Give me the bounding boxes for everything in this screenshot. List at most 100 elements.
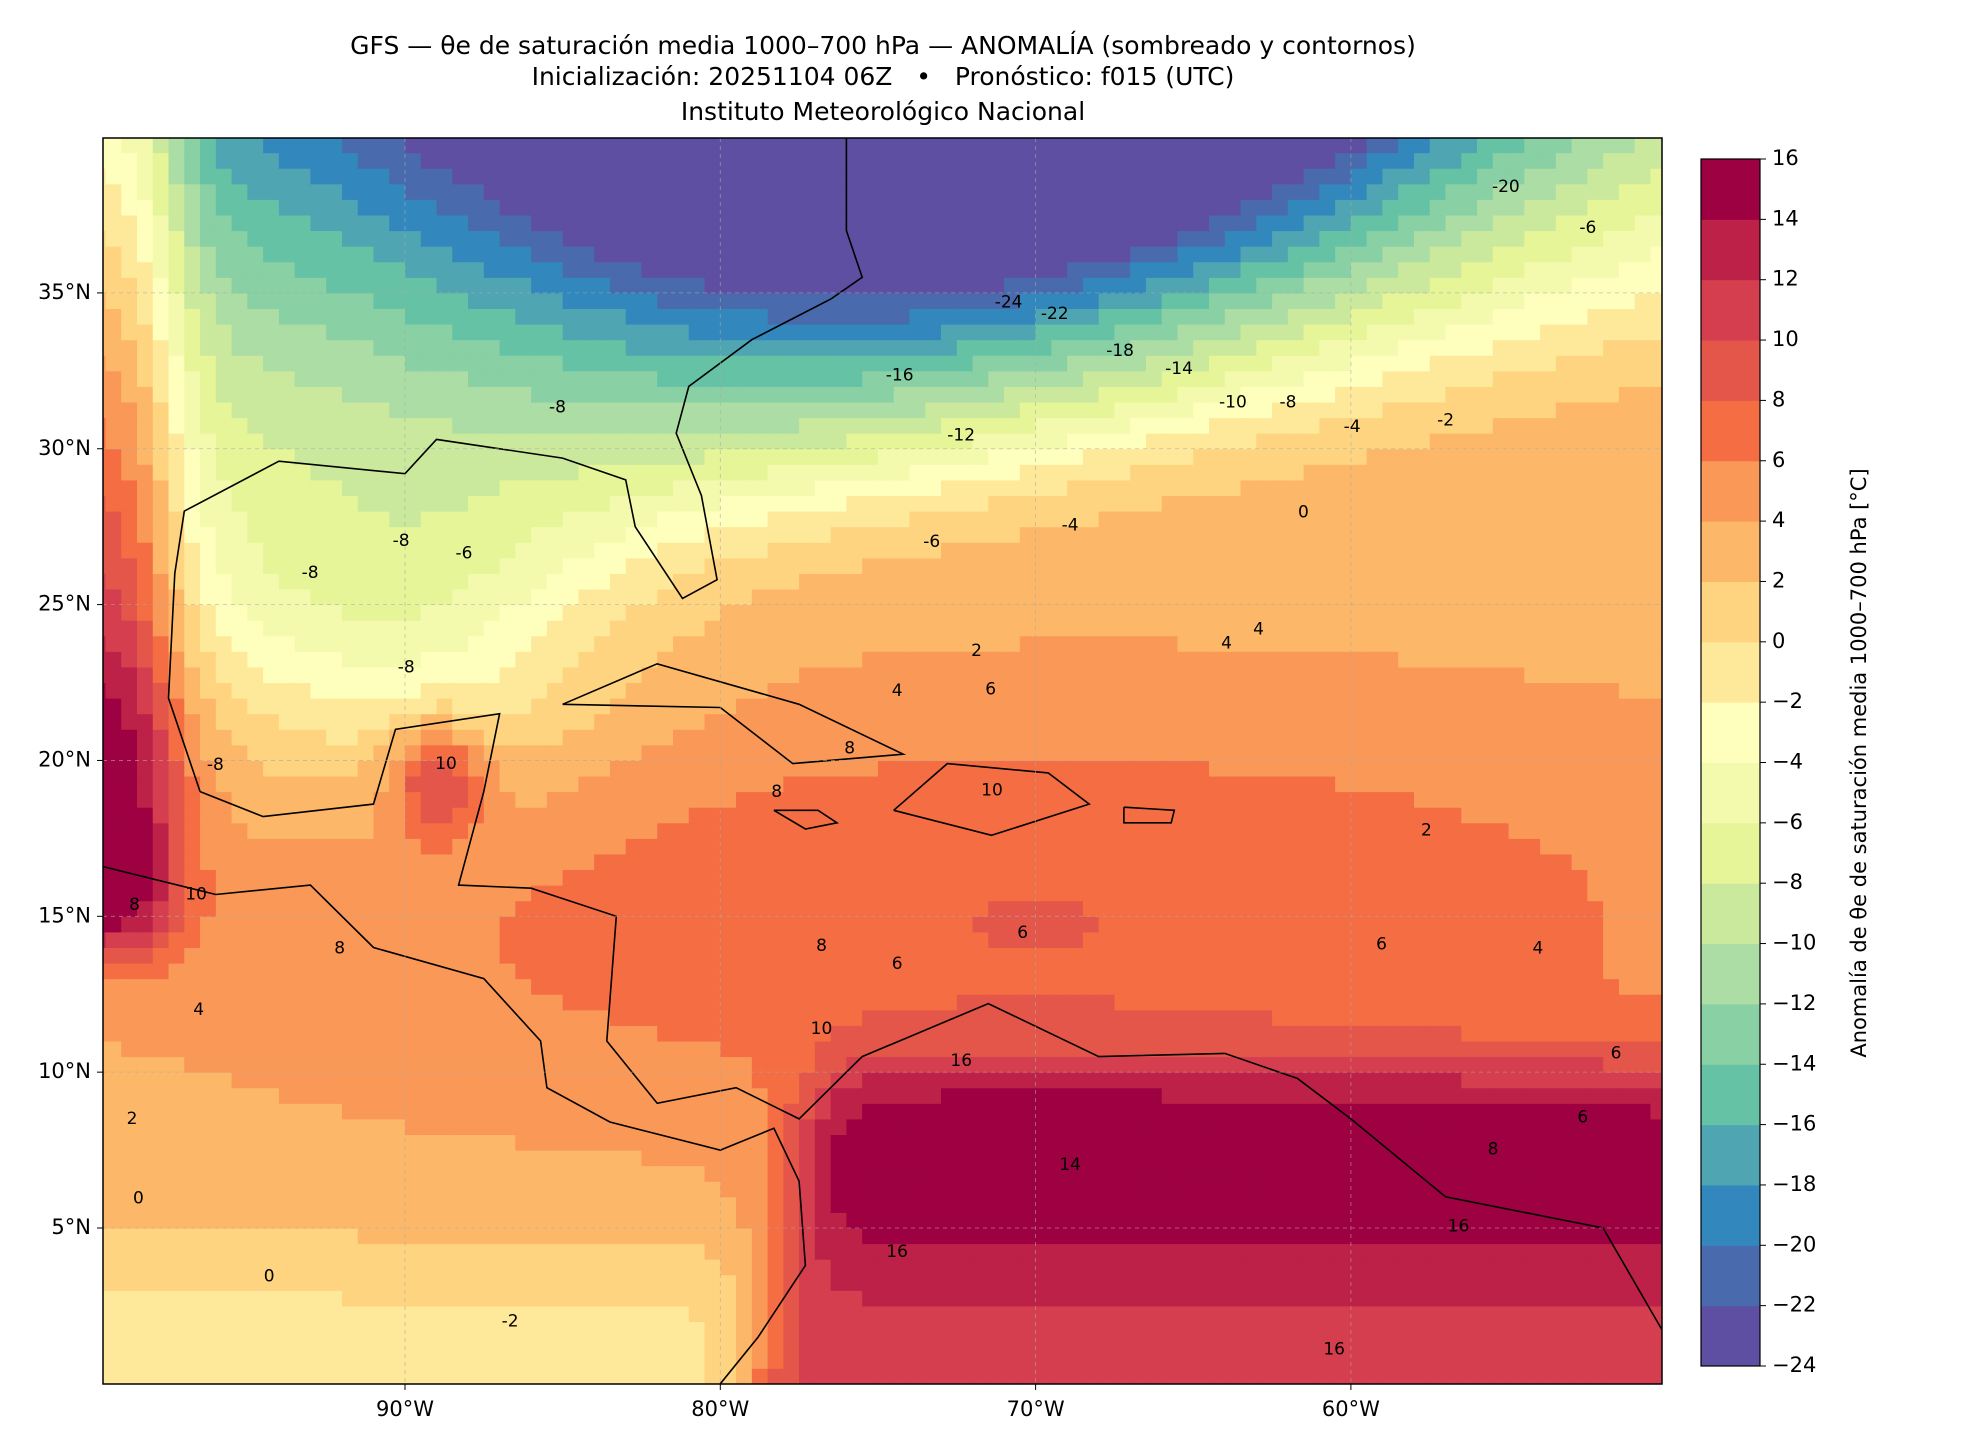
field-cell bbox=[121, 963, 138, 980]
field-cell bbox=[515, 1165, 532, 1182]
field-cell bbox=[688, 1103, 706, 1120]
field-cell bbox=[1035, 511, 1052, 528]
field-cell bbox=[941, 1181, 958, 1198]
field-cell bbox=[1019, 1305, 1037, 1323]
field-cell bbox=[688, 698, 706, 715]
field-cell bbox=[200, 1134, 217, 1151]
field-cell bbox=[704, 138, 721, 154]
field-cell bbox=[1019, 744, 1037, 761]
field-cell bbox=[121, 1321, 138, 1338]
field-cell bbox=[1019, 152, 1037, 169]
field-cell bbox=[357, 355, 375, 372]
field-cell bbox=[799, 713, 816, 730]
field-cell bbox=[420, 1181, 438, 1198]
field-cell bbox=[278, 557, 296, 574]
field-cell bbox=[436, 1103, 453, 1120]
field-cell bbox=[925, 214, 942, 232]
field-cell bbox=[1019, 1072, 1037, 1089]
field-cell bbox=[357, 963, 375, 980]
field-cell bbox=[103, 464, 106, 481]
field-cell bbox=[136, 401, 154, 419]
field-cell bbox=[846, 557, 863, 574]
field-cell bbox=[988, 1243, 1005, 1260]
field-cell bbox=[1067, 869, 1084, 886]
field-cell bbox=[720, 1368, 737, 1384]
field-cell bbox=[720, 1072, 737, 1089]
field-cell bbox=[893, 853, 911, 871]
field-cell bbox=[326, 1181, 343, 1198]
field-cell bbox=[814, 1321, 832, 1338]
field-cell bbox=[1035, 464, 1052, 481]
field-cell bbox=[704, 838, 721, 855]
field-cell bbox=[641, 807, 658, 824]
field-cell bbox=[736, 230, 753, 247]
field-cell bbox=[263, 1087, 280, 1104]
field-cell bbox=[1019, 308, 1037, 325]
field-cell bbox=[326, 479, 343, 497]
field-cell bbox=[278, 183, 296, 200]
field-cell bbox=[736, 495, 753, 512]
field-cell bbox=[562, 666, 579, 684]
field-cell bbox=[326, 401, 343, 419]
field-cell bbox=[562, 277, 579, 294]
field-cell bbox=[326, 526, 343, 543]
field-cell bbox=[862, 822, 879, 839]
field-cell bbox=[152, 214, 170, 232]
field-cell bbox=[247, 138, 264, 154]
field-cell bbox=[877, 589, 895, 606]
field-cell bbox=[862, 511, 879, 528]
field-cell bbox=[1067, 1368, 1084, 1384]
field-cell bbox=[578, 1165, 595, 1182]
field-cell bbox=[294, 511, 311, 528]
field-cell bbox=[736, 324, 753, 341]
field-cell bbox=[341, 853, 359, 871]
field-cell bbox=[405, 479, 422, 497]
field-cell bbox=[578, 1305, 595, 1323]
field-cell bbox=[515, 495, 532, 512]
field-cell bbox=[925, 1134, 942, 1151]
field-cell bbox=[121, 339, 138, 356]
field-cell bbox=[263, 791, 280, 808]
field-cell bbox=[846, 214, 863, 232]
field-cell bbox=[862, 838, 879, 855]
field-cell bbox=[1067, 947, 1084, 964]
field-cell bbox=[988, 1337, 1005, 1354]
field-cell bbox=[136, 355, 154, 372]
field-cell bbox=[103, 776, 106, 793]
field-cell bbox=[389, 526, 406, 543]
field-cell bbox=[546, 1040, 564, 1058]
field-cell bbox=[231, 791, 248, 808]
field-cell bbox=[436, 1072, 453, 1089]
field-cell bbox=[294, 1072, 311, 1089]
field-cell bbox=[499, 1040, 516, 1058]
field-cell bbox=[625, 682, 643, 699]
field-cell bbox=[814, 1025, 832, 1042]
field-cell bbox=[814, 1196, 832, 1213]
field-cell bbox=[751, 277, 769, 294]
field-cell bbox=[625, 324, 643, 341]
field-cell bbox=[846, 1368, 863, 1384]
field-cell bbox=[736, 1305, 753, 1323]
field-cell bbox=[373, 339, 390, 356]
field-cell bbox=[405, 1368, 422, 1384]
field-cell bbox=[736, 1212, 753, 1229]
field-cell bbox=[121, 822, 138, 839]
field-cell bbox=[1035, 776, 1052, 793]
field-cell bbox=[310, 729, 327, 746]
field-cell bbox=[830, 978, 847, 995]
field-cell bbox=[877, 152, 895, 169]
field-cell bbox=[609, 495, 627, 512]
field-cell bbox=[405, 698, 422, 715]
field-cell bbox=[231, 1305, 248, 1323]
field-cell bbox=[594, 947, 611, 964]
field-cell bbox=[893, 448, 911, 465]
field-cell bbox=[310, 355, 327, 372]
field-cell bbox=[1019, 339, 1037, 356]
field-cell bbox=[941, 448, 958, 465]
field-cell bbox=[751, 994, 769, 1011]
field-cell bbox=[105, 1212, 122, 1229]
field-cell bbox=[704, 168, 721, 185]
field-cell bbox=[830, 916, 847, 933]
field-cell bbox=[263, 1103, 280, 1120]
field-cell bbox=[578, 386, 595, 403]
